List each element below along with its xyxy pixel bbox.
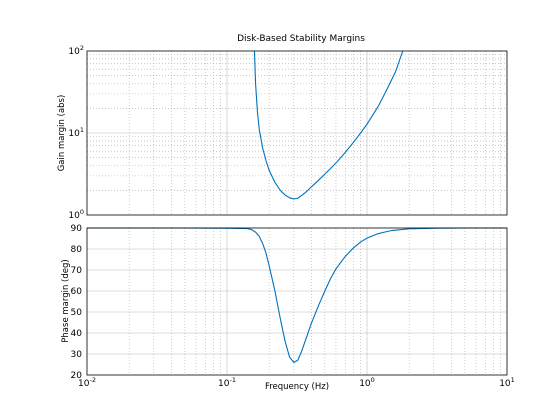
y-tick-label: 50 [71,308,83,318]
gain-margin-panel: 100 101 102 Gain margin (abs) [57,44,508,221]
y-tick-label: 20 [71,371,83,381]
gain-margin-axes-box [86,50,508,216]
phase-margin-axes-box [86,227,508,376]
y-tick-label: 90 [71,224,83,234]
x-tick-label: 101 [499,376,515,389]
gain-margin-y-label: Gain margin (abs) [57,95,67,172]
phase-margin-y-label: Phase margin (deg) [61,259,71,342]
gain-margin-curve [253,50,404,200]
gain-margin-grid [87,51,507,215]
y-tick-label: 70 [71,266,83,276]
y-tick-label: 102 [68,44,84,57]
gain-margin-y-ticks: 100 101 102 [68,44,84,221]
phase-margin-curve [87,227,507,364]
phase-margin-grid [87,228,507,375]
phase-margin-y-ticks: 20 30 40 50 60 70 80 90 [71,224,83,381]
frequency-x-ticks: 10-2 10-1 100 101 [78,376,515,389]
phase-margin-panel: 20 30 40 50 60 70 80 90 10-2 10-1 100 101 Phase ma… [61,224,515,392]
x-tick-label: 10-1 [218,376,236,389]
x-tick-label: 10-2 [78,376,96,389]
y-tick-label: 100 [68,208,84,221]
y-tick-label: 101 [68,126,84,139]
y-tick-label: 40 [71,329,83,339]
y-tick-label: 60 [71,287,83,297]
y-tick-label: 30 [71,350,83,360]
x-tick-label: 100 [359,376,375,389]
chart-title: Disk-Based Stability Margins [237,34,365,44]
y-tick-label: 80 [71,245,83,255]
frequency-x-label: Frequency (Hz) [265,382,329,392]
